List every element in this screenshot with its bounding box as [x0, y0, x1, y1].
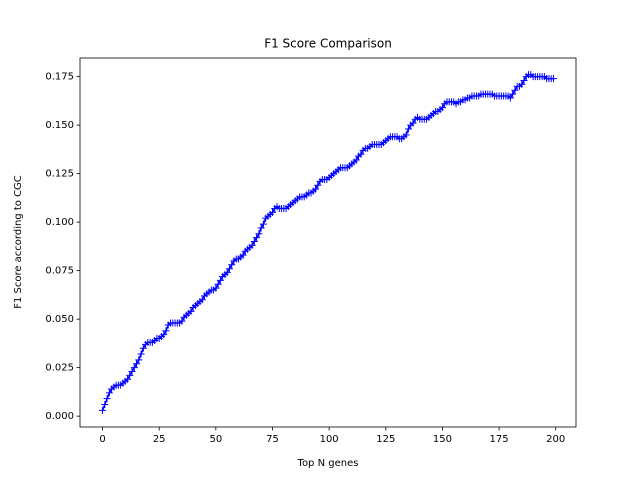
- x-tick-label: 175: [490, 434, 509, 445]
- x-tick-label: 150: [433, 434, 452, 445]
- marker: [187, 307, 195, 315]
- marker: [268, 208, 276, 216]
- marker: [404, 125, 412, 133]
- marker: [137, 350, 145, 358]
- y-tick-label: 0.025: [45, 363, 74, 374]
- marker: [130, 364, 138, 372]
- chart-title: F1 Score Comparison: [264, 37, 392, 51]
- x-tick-label: 125: [376, 434, 395, 445]
- marker: [312, 185, 320, 193]
- marker: [198, 296, 206, 304]
- x-tick-label: 100: [320, 434, 339, 445]
- y-axis-label: F1 Score according to CGC: [13, 175, 24, 309]
- marker: [250, 238, 258, 246]
- marker: [509, 90, 517, 98]
- marker: [126, 371, 134, 379]
- marker: [123, 375, 131, 383]
- marker: [549, 75, 557, 83]
- marker: [216, 276, 224, 284]
- marker: [255, 230, 263, 238]
- y-tick-label: 0.050: [45, 314, 74, 325]
- marker: [239, 251, 247, 259]
- marker: [103, 395, 111, 403]
- y-tick-label: 0.125: [45, 169, 74, 180]
- y-tick-label: 0.175: [45, 72, 74, 83]
- y-tick-label: 0.075: [45, 266, 74, 277]
- marker: [101, 400, 109, 408]
- marker: [133, 360, 141, 368]
- marker: [225, 265, 233, 273]
- marker: [162, 327, 170, 335]
- marker: [511, 86, 519, 94]
- marker: [214, 280, 222, 288]
- x-tick-label: 0: [99, 434, 105, 445]
- y-tick-label: 0.100: [45, 217, 74, 228]
- marker: [128, 368, 136, 376]
- marker: [506, 94, 514, 102]
- x-tick-label: 50: [209, 434, 222, 445]
- x-tick-label: 25: [153, 434, 166, 445]
- marker: [520, 77, 528, 85]
- marker: [402, 131, 410, 139]
- marker: [139, 344, 147, 352]
- marker: [248, 241, 256, 249]
- marker: [518, 80, 526, 88]
- marker: [99, 406, 107, 414]
- marker: [352, 156, 360, 164]
- x-tick-label: 200: [546, 434, 565, 445]
- x-tick-label: 75: [266, 434, 279, 445]
- marker: [438, 104, 446, 112]
- marker: [228, 261, 236, 269]
- marker: [223, 269, 231, 277]
- marker: [409, 119, 417, 127]
- marker: [160, 331, 168, 339]
- y-tick-label: 0.150: [45, 120, 74, 131]
- marker: [357, 150, 365, 158]
- marker: [259, 220, 267, 228]
- marker: [105, 389, 113, 397]
- marker: [178, 317, 186, 325]
- marker: [253, 234, 261, 242]
- y-tick-label: 0.000: [45, 411, 74, 422]
- marker: [135, 356, 143, 364]
- marker: [314, 181, 322, 189]
- plot-frame: [79, 57, 577, 428]
- marker: [212, 284, 220, 292]
- marker: [257, 224, 265, 232]
- x-axis-label: Top N genes: [297, 458, 359, 469]
